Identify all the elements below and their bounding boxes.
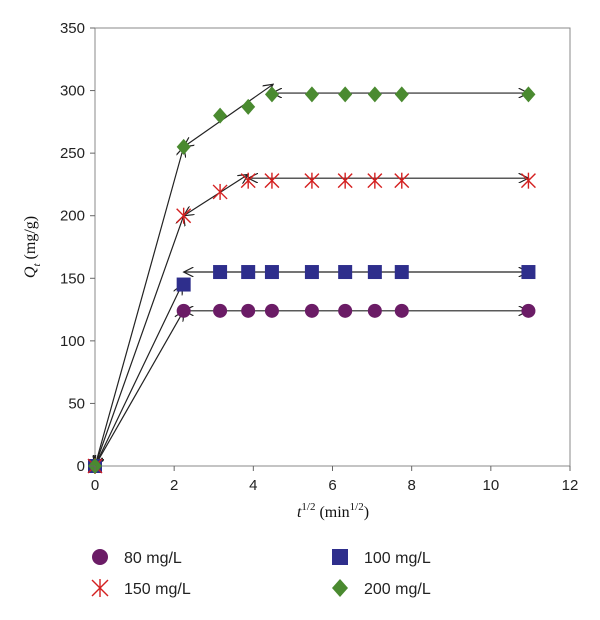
legend-item: 200 mg/L	[332, 579, 431, 598]
data-point	[176, 138, 191, 155]
data-point	[367, 303, 382, 318]
y-tick-label: 200	[60, 208, 85, 225]
y-tick-label: 150	[60, 270, 85, 287]
data-point	[213, 303, 228, 318]
series-200-mg-l	[88, 86, 536, 474]
data-point	[394, 172, 410, 189]
plot-frame	[94, 27, 571, 467]
x-tick-label: 2	[170, 477, 178, 494]
legend-label: 150 mg/L	[124, 581, 191, 598]
data-point	[264, 303, 279, 318]
data-point	[394, 86, 409, 103]
series-150-mg-l	[87, 172, 536, 474]
fit-line-arrow	[95, 216, 184, 466]
x-tick-label: 12	[562, 477, 579, 494]
data-point	[338, 86, 353, 103]
legend-label: 100 mg/L	[364, 550, 431, 567]
data-point	[394, 265, 409, 280]
data-point	[332, 579, 348, 597]
fit-lines	[95, 84, 528, 466]
y-tick-label: 250	[60, 145, 85, 162]
data-point	[264, 172, 280, 189]
data-point	[264, 265, 279, 280]
data-point	[241, 98, 256, 115]
data-point	[367, 172, 383, 189]
x-tick-label: 4	[249, 477, 257, 494]
x-axis-ticks: 0 2 4 6 8 10 12	[91, 466, 579, 494]
legend-item: 150 mg/L	[91, 579, 191, 598]
legend-item: 80 mg/L	[92, 549, 182, 567]
data-point	[213, 265, 228, 280]
legend: 80 mg/L 100 mg/L 150 mg/L 200 mg/L	[91, 549, 431, 598]
y-tick-label: 0	[77, 458, 85, 475]
data-point	[521, 303, 536, 318]
y-axis-title: Qt (mg/g)	[22, 216, 43, 278]
data-point	[394, 303, 409, 318]
series-80-mg-l	[88, 303, 536, 473]
data-point	[213, 107, 228, 124]
data-point	[176, 303, 191, 318]
data-point	[367, 86, 382, 103]
legend-label: 80 mg/L	[124, 550, 182, 567]
data-point	[304, 265, 319, 280]
data-point	[212, 183, 228, 200]
x-tick-label: 10	[482, 477, 499, 494]
y-tick-label: 350	[60, 20, 85, 37]
fit-line-arrow	[95, 147, 184, 466]
x-tick-label: 0	[91, 477, 99, 494]
y-tick-label: 50	[68, 395, 85, 412]
data-point	[520, 172, 536, 189]
y-tick-label: 100	[60, 333, 85, 350]
fit-line-arrow	[95, 285, 182, 466]
x-tick-label: 8	[407, 477, 415, 494]
y-axis-ticks: 0 50 100 150 200 250 300 350	[60, 20, 95, 475]
data-point	[264, 86, 279, 103]
data-point	[92, 549, 108, 565]
data-point	[367, 265, 382, 280]
data-point	[240, 172, 256, 189]
data-point	[521, 86, 536, 103]
data-point	[332, 549, 348, 565]
x-tick-label: 6	[328, 477, 336, 494]
legend-item: 100 mg/L	[332, 549, 431, 567]
data-point	[176, 277, 191, 292]
data-point	[241, 303, 256, 318]
data-point	[521, 265, 536, 280]
data-point	[304, 86, 319, 103]
y-tick-label: 300	[60, 83, 85, 100]
data-point	[176, 207, 192, 224]
fit-line-arrow	[95, 311, 184, 466]
data-point	[337, 172, 353, 189]
fit-line-arrow	[184, 174, 249, 215]
data-point	[338, 265, 353, 280]
x-axis-title: t1/2 (min1/2)	[297, 501, 369, 521]
data-point	[91, 579, 109, 597]
data-markers	[87, 86, 536, 474]
data-point	[304, 303, 319, 318]
legend-label: 200 mg/L	[364, 581, 431, 598]
data-point	[338, 303, 353, 318]
data-point	[304, 172, 320, 189]
data-point	[241, 265, 256, 280]
fit-line-arrow	[184, 84, 273, 147]
